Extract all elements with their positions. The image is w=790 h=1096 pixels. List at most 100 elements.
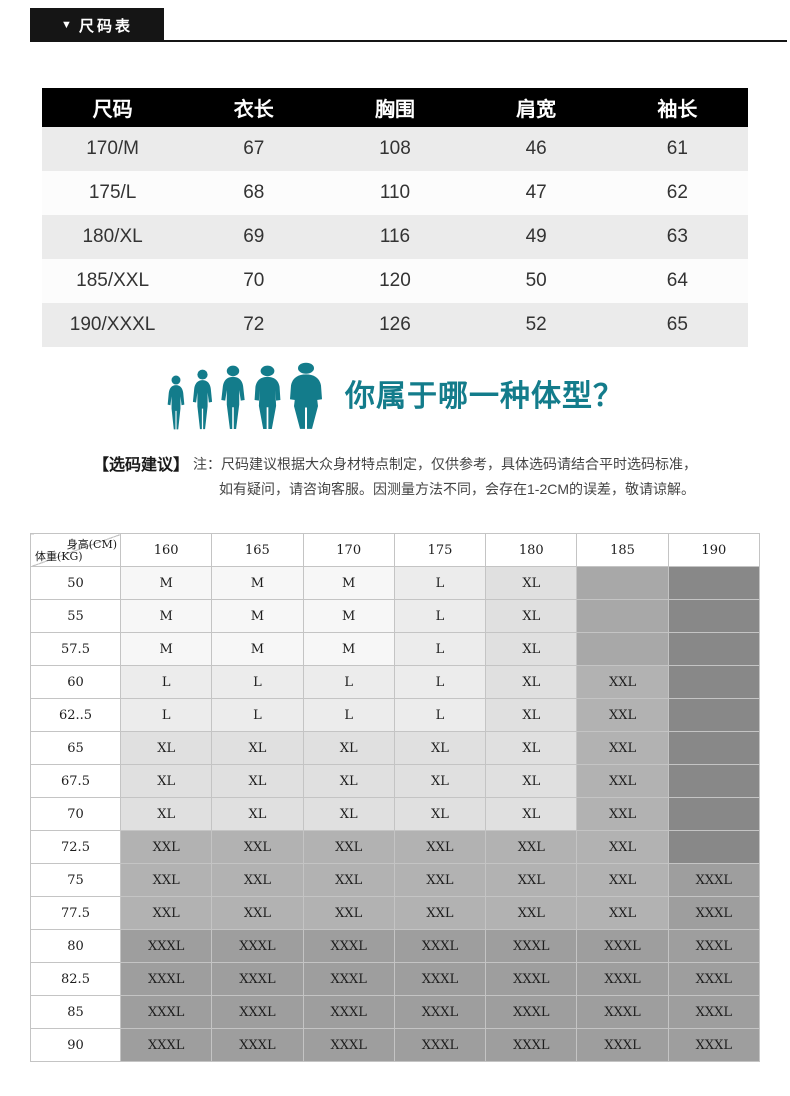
matrix-size-cell: L	[393, 566, 487, 600]
size-table-cell: 108	[379, 138, 411, 159]
matrix-size-cell: XXXL	[119, 962, 213, 996]
matrix-empty-cell	[667, 665, 761, 699]
matrix-row: 90 XXXL XXXL XXXL XXXL XXXL XXXL XXXL	[30, 1028, 761, 1062]
matrix-size-cell: XXXL	[119, 1028, 213, 1062]
matrix-row: 62..5 L L L L XL XXL	[30, 698, 761, 732]
matrix-size-cell: XXXL	[302, 995, 395, 1029]
matrix-size-cell: M	[302, 566, 395, 600]
matrix-empty-cell	[576, 632, 669, 666]
size-table-cell: 63	[666, 226, 688, 247]
height-weight-matrix: 身高(CM) 体重(KG) 160 165 170 175 180 185 190 50 M M…	[30, 533, 761, 1062]
size-table-cell: 68	[243, 182, 265, 203]
matrix-size-cell: XXL	[576, 830, 669, 864]
size-table-cell: 67	[243, 138, 265, 159]
matrix-size-cell: XXXL	[393, 1028, 487, 1062]
matrix-size-cell: M	[302, 632, 395, 666]
matrix-size-cell: XXXL	[393, 929, 487, 963]
matrix-size-cell: XXL	[393, 896, 487, 930]
matrix-weight-label: 75	[30, 863, 121, 897]
matrix-size-cell: M	[119, 632, 213, 666]
matrix-row: 65 XL XL XL XL XL XXL	[30, 731, 761, 765]
size-table-cell: 185/XXL	[76, 270, 150, 291]
matrix-empty-cell	[667, 632, 761, 666]
garment-size-table: 尺码 衣长 胸围 肩宽 袖长 170/M 67 108 46 61 175/L 68 110 47 62 1…	[42, 88, 748, 347]
matrix-size-cell: M	[211, 566, 304, 600]
matrix-size-cell: XL	[119, 797, 213, 831]
size-table-cell: 65	[666, 314, 688, 335]
size-table-cell: 175/L	[88, 182, 137, 203]
section-title: 尺码表	[78, 17, 133, 35]
matrix-size-cell: XL	[485, 566, 578, 600]
body-type-figure-icon	[192, 369, 213, 430]
matrix-row: 67.5 XL XL XL XL XL XXL	[30, 764, 761, 798]
matrix-weight-label: 62..5	[30, 698, 121, 732]
matrix-size-cell: XL	[485, 665, 578, 699]
matrix-row: 60 L L L L XL XXL	[30, 665, 761, 699]
matrix-row: 70 XL XL XL XL XL XXL	[30, 797, 761, 831]
matrix-weight-label: 65	[30, 731, 121, 765]
matrix-height-header: 165	[211, 533, 304, 567]
matrix-empty-cell	[667, 566, 761, 600]
matrix-size-cell: L	[119, 665, 213, 699]
matrix-size-cell: L	[393, 665, 487, 699]
size-table-cell: 49	[525, 226, 547, 247]
matrix-size-cell: XXXL	[119, 929, 213, 963]
matrix-size-cell: XXL	[302, 863, 395, 897]
matrix-size-cell: XXXL	[119, 995, 213, 1029]
matrix-height-header: 180	[485, 533, 578, 567]
matrix-size-cell: M	[302, 599, 395, 633]
matrix-size-cell: XL	[211, 764, 304, 798]
matrix-empty-cell	[667, 698, 761, 732]
size-table-column-header: 肩宽	[465, 88, 607, 127]
matrix-size-cell: L	[393, 599, 487, 633]
matrix-size-cell: XXL	[485, 830, 578, 864]
size-table-header-row: 尺码 衣长 胸围 肩宽 袖长	[42, 88, 748, 127]
matrix-weight-label: 60	[30, 665, 121, 699]
size-table-cell: 46	[525, 138, 547, 159]
matrix-size-cell: XXXL	[302, 1028, 395, 1062]
matrix-size-cell: XXL	[576, 698, 669, 732]
matrix-size-cell: XXXL	[211, 962, 304, 996]
matrix-empty-cell	[667, 764, 761, 798]
matrix-size-cell: XXXL	[393, 962, 487, 996]
matrix-size-cell: XXXL	[576, 1028, 669, 1062]
size-table-row: 170/M 67 108 46 61	[42, 127, 748, 171]
matrix-size-cell: XXXL	[576, 962, 669, 996]
matrix-weight-label: 82.5	[30, 962, 121, 996]
body-type-section: 你属于哪一种体型？	[0, 362, 790, 431]
body-type-figure-icon	[254, 365, 281, 430]
body-type-figure-icon	[221, 365, 245, 430]
matrix-size-cell: XL	[302, 731, 395, 765]
matrix-size-cell: XXXL	[667, 863, 761, 897]
matrix-size-cell: XXL	[485, 896, 578, 930]
matrix-size-cell: XL	[393, 731, 487, 765]
advice-line-2: 如有疑问，请咨询客服。因测量方法不同，会存在1-2CM的误差，敬请谅解。	[219, 481, 696, 498]
matrix-size-cell: XL	[211, 797, 304, 831]
size-table-cell: 180/XL	[82, 226, 143, 247]
size-table-column-header: 衣长	[183, 88, 325, 127]
matrix-size-cell: XXXL	[302, 929, 395, 963]
matrix-empty-cell	[667, 830, 761, 864]
size-table-column-header: 尺码	[42, 88, 184, 127]
matrix-size-cell: XXXL	[667, 896, 761, 930]
body-type-question: 你属于哪一种体型？	[345, 380, 624, 413]
matrix-weight-label: 50	[30, 566, 121, 600]
matrix-size-cell: XXXL	[667, 1028, 761, 1062]
size-table-cell: 110	[379, 182, 411, 203]
size-table-cell: 62	[666, 182, 688, 203]
size-table-column-header: 胸围	[324, 88, 466, 127]
matrix-size-cell: XL	[485, 698, 578, 732]
matrix-size-cell: XXXL	[667, 929, 761, 963]
matrix-height-header: 175	[393, 533, 487, 567]
matrix-size-cell: XXXL	[302, 962, 395, 996]
matrix-size-cell: XL	[485, 764, 578, 798]
matrix-weight-label: 85	[30, 995, 121, 1029]
matrix-size-cell: XXXL	[211, 995, 304, 1029]
size-table-row: 185/XXL 70 120 50 64	[42, 259, 748, 303]
size-table-cell: 126	[379, 314, 411, 335]
section-header: ▼ 尺码表	[0, 8, 790, 42]
advice-label: 【选码建议】	[92, 457, 189, 474]
matrix-weight-label: 72.5	[30, 830, 121, 864]
size-table-row: 180/XL 69 116 49 63	[42, 215, 748, 259]
